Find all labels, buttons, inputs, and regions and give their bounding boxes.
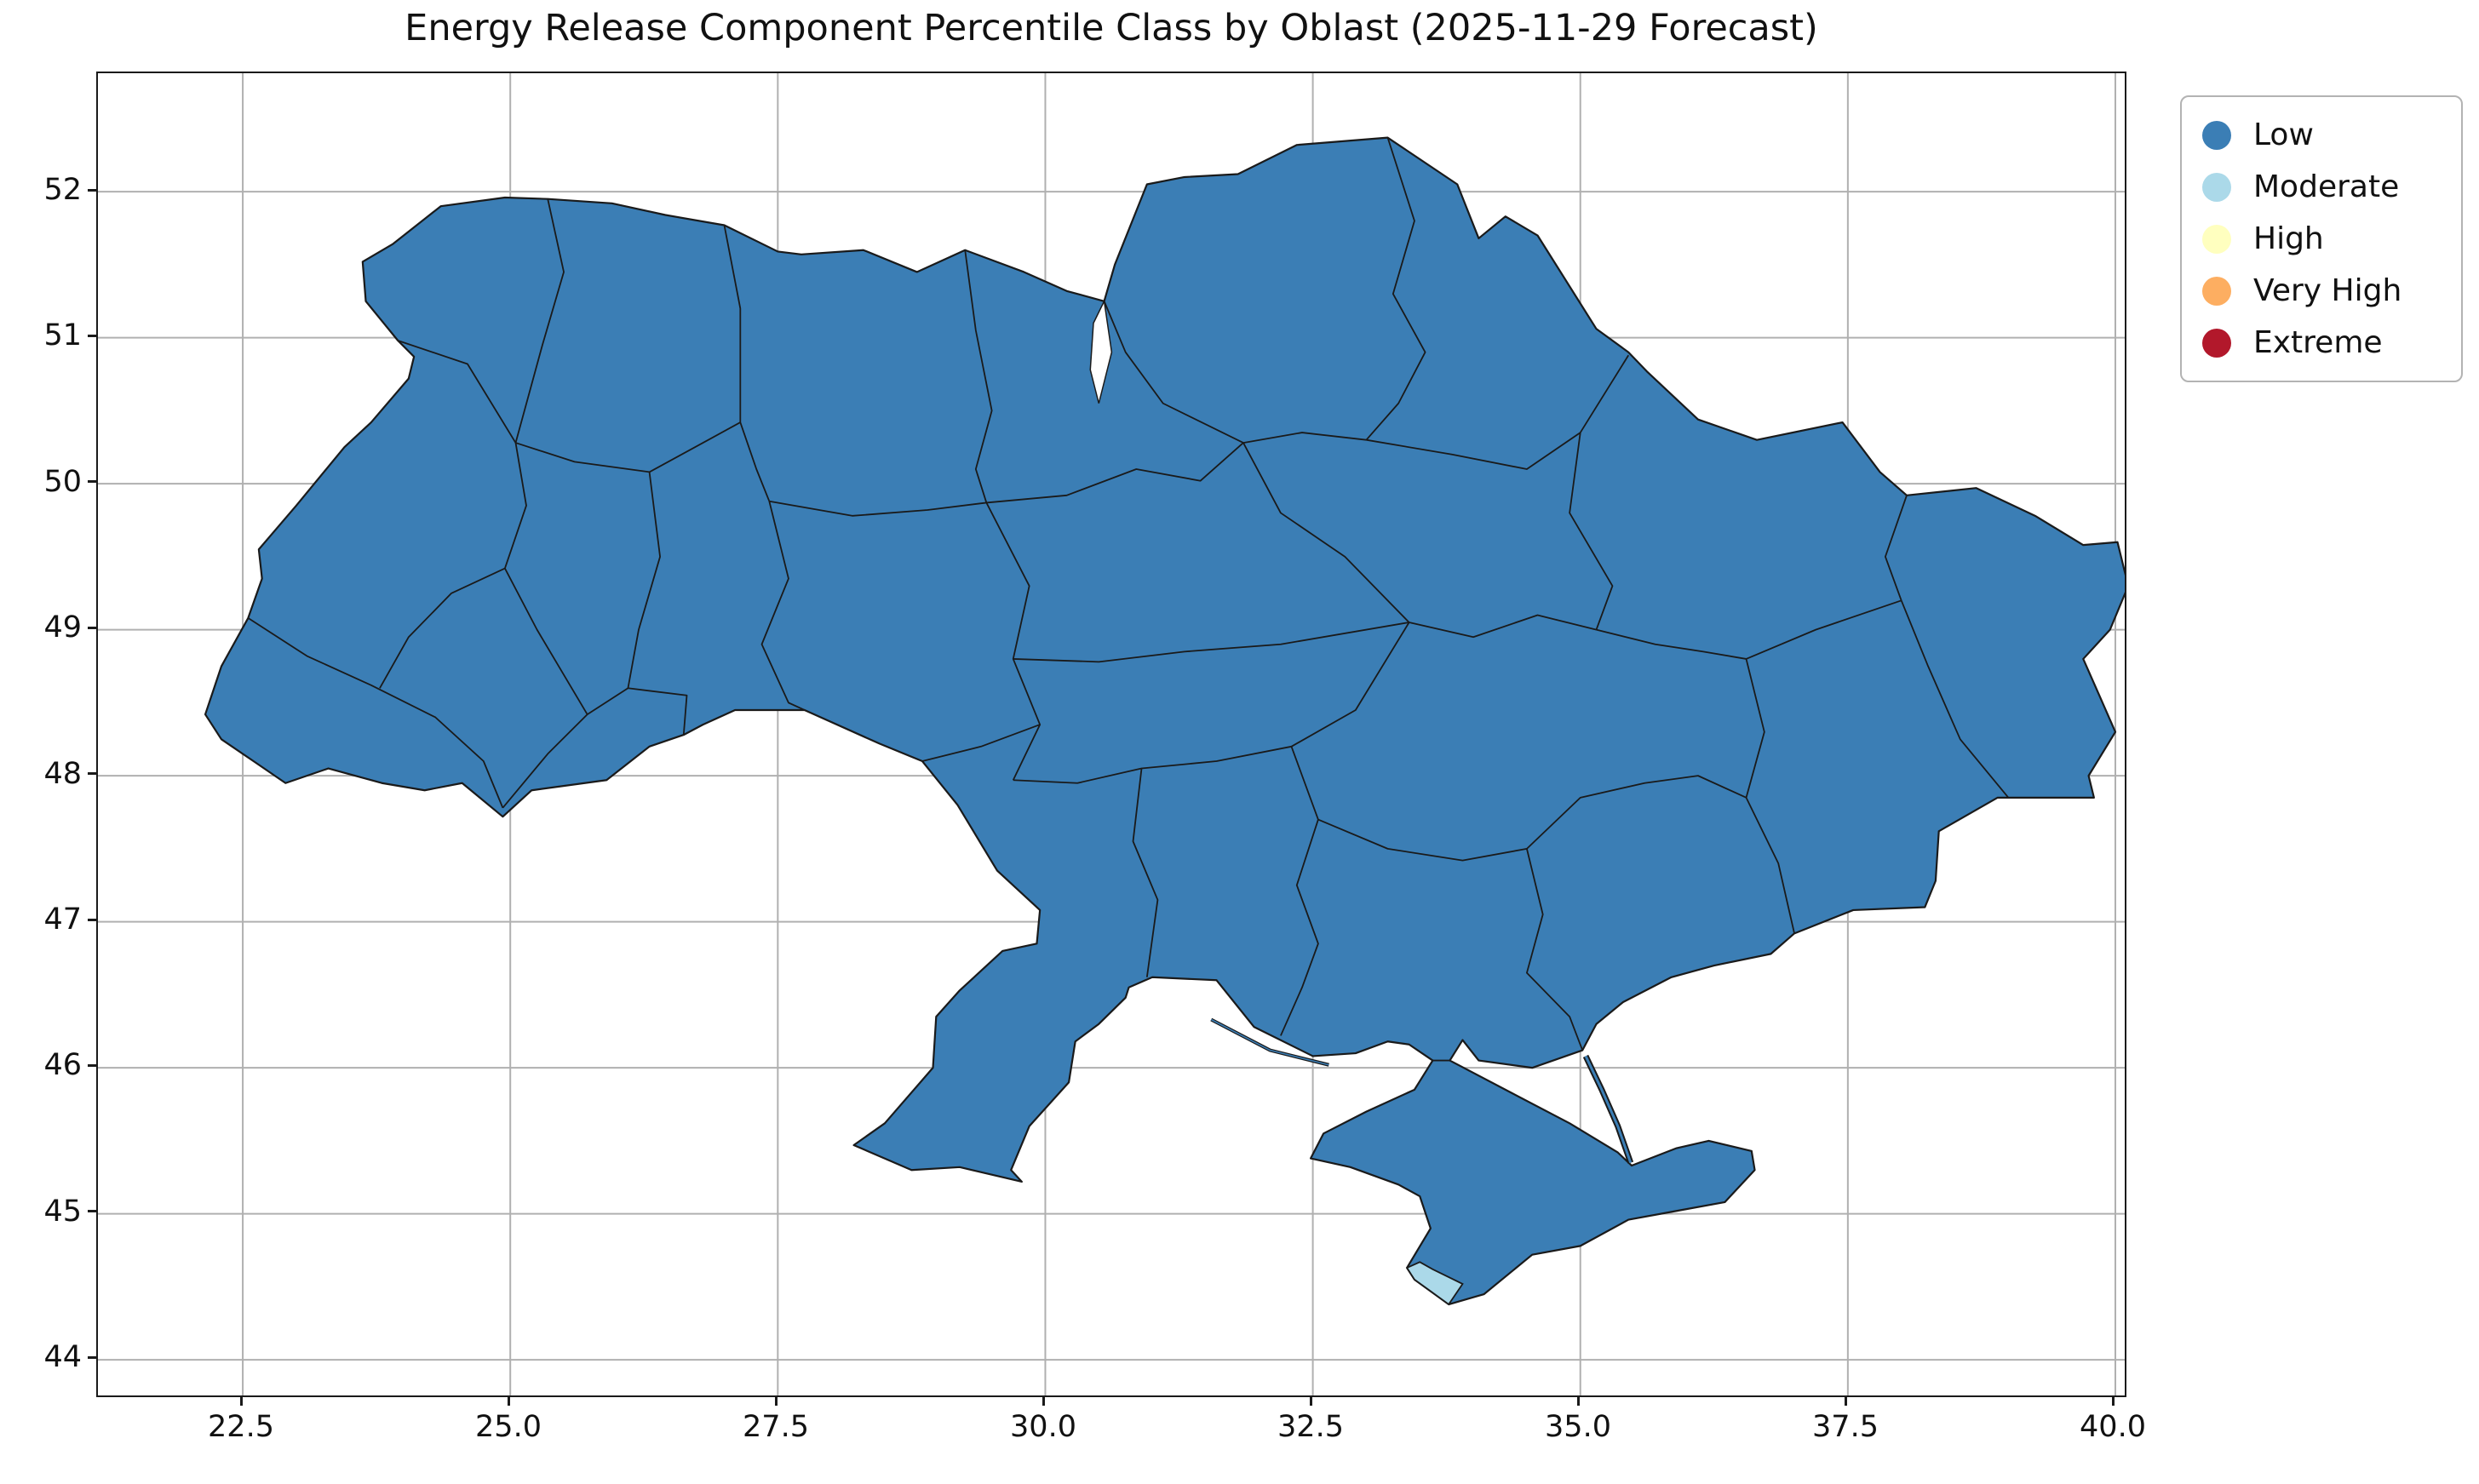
y-tick-label: 47 — [43, 902, 82, 937]
y-tick-mark — [88, 1063, 96, 1067]
oblast-border — [514, 198, 565, 444]
x-tick-label: 35.0 — [1545, 1410, 1611, 1444]
oblast-border — [769, 500, 987, 517]
x-tick-mark — [1309, 1397, 1312, 1406]
x-tick-mark — [507, 1397, 510, 1406]
oblast-border — [1317, 818, 1528, 862]
oblast-border — [1900, 599, 2010, 799]
legend-swatch-moderate-icon — [2202, 172, 2231, 202]
legend-label-low: Low — [2253, 117, 2314, 152]
oblast-border — [397, 340, 741, 473]
legend-label-high: High — [2253, 221, 2324, 256]
legend-label-moderate: Moderate — [2253, 169, 2400, 204]
arabat-spit — [1584, 1055, 1633, 1164]
legend: Low Moderate High Very High Extreme — [2180, 95, 2463, 382]
y-tick-label: 44 — [43, 1340, 82, 1375]
tendra-spit — [1210, 1018, 1329, 1066]
legend-swatch-low-icon — [2202, 120, 2231, 150]
oblast-border — [1242, 442, 1410, 623]
x-tick-label: 27.5 — [743, 1410, 809, 1444]
oblast-border — [1746, 599, 1902, 660]
oblast-border — [379, 442, 527, 689]
x-tick-mark — [2111, 1397, 2115, 1406]
x-tick-mark — [1576, 1397, 1580, 1406]
legend-item-extreme: Extreme — [2202, 317, 2441, 369]
y-tick-mark — [88, 626, 96, 629]
legend-item-very-high: Very High — [2202, 265, 2441, 317]
y-tick-label: 51 — [43, 318, 82, 353]
y-tick-label: 46 — [43, 1048, 82, 1083]
oblast-border — [247, 617, 504, 809]
oblast-border — [1103, 301, 1367, 444]
oblast-border — [964, 249, 993, 503]
legend-swatch-very-high-icon — [2202, 276, 2231, 306]
chart-title: Energy Release Component Percentile Clas… — [405, 7, 1818, 49]
x-tick-mark — [1844, 1397, 1847, 1406]
oblast-border — [1366, 354, 1630, 470]
oblast-border — [723, 225, 771, 502]
oblast-border — [1132, 768, 1159, 977]
y-tick-mark — [88, 334, 96, 337]
oblast-border — [760, 501, 806, 711]
country-ukraine-low-class — [204, 136, 2125, 1306]
oblast-border — [502, 713, 588, 809]
y-tick-mark — [88, 772, 96, 776]
x-tick-label: 22.5 — [208, 1410, 274, 1444]
oblast-border — [1884, 495, 1908, 601]
y-tick-mark — [88, 1355, 96, 1359]
legend-label-very-high: Very High — [2253, 273, 2402, 308]
water-kyiv-reservoir — [1089, 299, 1113, 404]
x-tick-label: 37.5 — [1812, 1410, 1879, 1444]
oblast-border — [1013, 622, 1409, 663]
y-tick-label: 50 — [43, 464, 82, 499]
y-tick-mark — [88, 188, 96, 192]
legend-item-moderate: Moderate — [2202, 161, 2441, 213]
y-tick-label: 49 — [43, 610, 82, 645]
legend-label-extreme: Extreme — [2253, 325, 2383, 360]
legend-swatch-extreme-icon — [2202, 328, 2231, 358]
oblast-border — [1745, 658, 1795, 934]
oblast-border — [504, 568, 588, 715]
y-tick-label: 45 — [43, 1194, 82, 1229]
oblast-border — [1526, 775, 1747, 850]
oblast-border — [1409, 614, 1597, 639]
oblast-border — [1291, 622, 1410, 748]
ukraine-choropleth-map — [98, 73, 2125, 1395]
region-moderate-sevastopol — [1405, 1261, 1464, 1306]
x-tick-label: 40.0 — [2080, 1410, 2146, 1444]
x-tick-label: 32.5 — [1277, 1410, 1344, 1444]
oblast-border — [986, 442, 1244, 504]
oblast-border — [627, 472, 661, 689]
x-tick-mark — [774, 1397, 778, 1406]
y-tick-mark — [88, 1210, 96, 1213]
x-tick-label: 30.0 — [1010, 1410, 1076, 1444]
oblast-border — [1526, 848, 1584, 1051]
y-tick-label: 52 — [43, 173, 82, 207]
oblast-border — [1569, 432, 1614, 630]
legend-item-high: High — [2202, 213, 2441, 265]
oblast-border — [587, 687, 688, 736]
legend-item-low: Low — [2202, 109, 2441, 161]
oblast-border — [921, 724, 1041, 762]
x-tick-mark — [239, 1397, 243, 1406]
legend-swatch-high-icon — [2202, 224, 2231, 254]
oblast-border — [1280, 746, 1319, 1036]
oblast-border — [1596, 628, 1747, 660]
x-tick-label: 25.0 — [475, 1410, 542, 1444]
plot-area — [96, 72, 2126, 1397]
y-tick-label: 48 — [43, 756, 82, 791]
x-tick-mark — [1042, 1397, 1045, 1406]
y-tick-mark — [88, 480, 96, 484]
y-tick-mark — [88, 918, 96, 921]
oblast-border — [1365, 137, 1426, 441]
